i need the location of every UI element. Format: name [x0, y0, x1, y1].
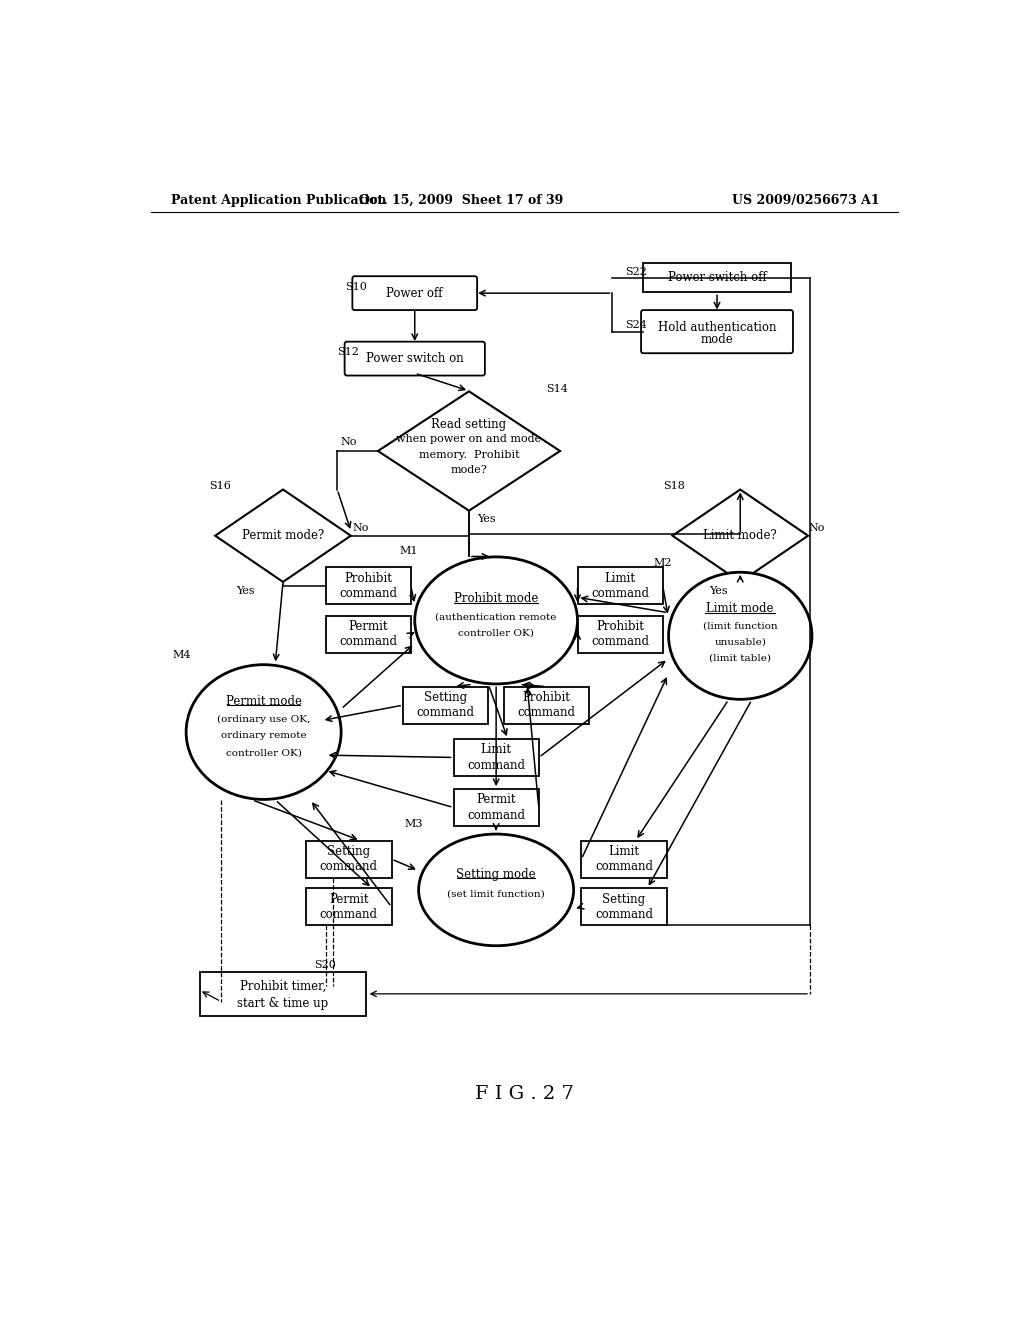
Text: controller OK): controller OK)	[225, 748, 301, 758]
Bar	[643, 263, 791, 293]
Bar	[454, 739, 539, 776]
Text: Power off: Power off	[386, 286, 443, 300]
Ellipse shape	[419, 834, 573, 945]
Text: command: command	[417, 706, 475, 719]
Text: (limit function: (limit function	[702, 622, 777, 630]
Text: command: command	[591, 587, 649, 601]
Text: Prohibit: Prohibit	[596, 620, 644, 634]
Bar	[306, 888, 391, 925]
Text: Limit mode?: Limit mode?	[703, 529, 777, 543]
Text: Power switch on: Power switch on	[366, 352, 464, 366]
Text: memory.  Prohibit: memory. Prohibit	[419, 450, 519, 459]
Text: M1: M1	[399, 546, 418, 556]
Text: Patent Application Publication: Patent Application Publication	[171, 194, 386, 207]
Text: S20: S20	[314, 960, 336, 970]
Text: Yes: Yes	[477, 513, 496, 524]
Text: Read setting: Read setting	[431, 417, 507, 430]
Bar	[454, 789, 539, 826]
Text: command: command	[591, 635, 649, 648]
Text: command: command	[595, 908, 653, 921]
Text: command: command	[517, 706, 575, 719]
Text: Permit: Permit	[476, 793, 516, 807]
Text: unusable): unusable)	[715, 638, 766, 647]
Bar	[578, 615, 663, 653]
Text: No: No	[808, 523, 824, 533]
Text: Limit: Limit	[480, 743, 512, 756]
Text: start & time up: start & time up	[238, 997, 329, 1010]
Bar	[504, 686, 589, 723]
Polygon shape	[378, 391, 560, 511]
Text: (ordinary use OK,: (ordinary use OK,	[217, 714, 310, 723]
Polygon shape	[673, 490, 808, 582]
Text: Power switch off: Power switch off	[668, 271, 766, 284]
Ellipse shape	[415, 557, 578, 684]
Bar	[578, 568, 663, 605]
Text: US 2009/0256673 A1: US 2009/0256673 A1	[732, 194, 880, 207]
Text: S14: S14	[547, 384, 568, 395]
Text: mode: mode	[700, 333, 733, 346]
Text: S24: S24	[626, 321, 647, 330]
Text: Setting mode: Setting mode	[457, 869, 536, 880]
Text: M2: M2	[653, 557, 672, 568]
Text: when power on and mode: when power on and mode	[396, 434, 542, 445]
Text: Permit: Permit	[348, 620, 388, 634]
Ellipse shape	[186, 665, 341, 800]
Text: command: command	[319, 861, 378, 874]
Text: Limit: Limit	[608, 845, 640, 858]
Text: mode?: mode?	[451, 465, 487, 475]
Text: Permit: Permit	[329, 892, 369, 906]
Text: controller OK): controller OK)	[458, 628, 535, 638]
Text: command: command	[467, 759, 525, 772]
Bar	[403, 686, 488, 723]
Bar	[582, 841, 667, 878]
Bar	[306, 841, 391, 878]
Ellipse shape	[669, 573, 812, 700]
Text: Prohibit timer,: Prohibit timer,	[240, 979, 326, 993]
Text: M4: M4	[172, 649, 190, 660]
Text: (limit table): (limit table)	[710, 653, 771, 663]
Text: No: No	[352, 523, 369, 533]
Text: Prohibit mode: Prohibit mode	[454, 593, 539, 606]
Text: command: command	[319, 908, 378, 921]
Bar	[200, 972, 367, 1016]
Text: (set limit function): (set limit function)	[447, 890, 545, 898]
Text: Limit: Limit	[604, 572, 636, 585]
Text: M3: M3	[404, 820, 423, 829]
Text: Limit mode: Limit mode	[707, 602, 774, 615]
Text: Hold authentication: Hold authentication	[657, 321, 776, 334]
Text: Prohibit: Prohibit	[522, 690, 570, 704]
Text: S22: S22	[626, 267, 647, 277]
Text: S12: S12	[337, 347, 359, 358]
Text: command: command	[339, 587, 397, 601]
Text: Yes: Yes	[710, 586, 728, 597]
Text: Yes: Yes	[237, 586, 255, 597]
Text: Permit mode: Permit mode	[225, 694, 302, 708]
Text: command: command	[595, 861, 653, 874]
Text: Oct. 15, 2009  Sheet 17 of 39: Oct. 15, 2009 Sheet 17 of 39	[359, 194, 563, 207]
Text: Setting: Setting	[602, 892, 645, 906]
Text: Permit mode?: Permit mode?	[242, 529, 325, 543]
Text: ordinary remote: ordinary remote	[221, 731, 306, 741]
Text: command: command	[467, 809, 525, 822]
Text: S16: S16	[209, 480, 231, 491]
Text: Setting: Setting	[328, 845, 371, 858]
FancyBboxPatch shape	[345, 342, 485, 376]
FancyBboxPatch shape	[352, 276, 477, 310]
Text: Prohibit: Prohibit	[344, 572, 392, 585]
Bar	[326, 568, 411, 605]
Text: (authentication remote: (authentication remote	[435, 612, 557, 620]
Bar	[582, 888, 667, 925]
Text: No: No	[341, 437, 357, 446]
FancyBboxPatch shape	[641, 310, 793, 354]
Text: Setting: Setting	[424, 690, 467, 704]
Text: command: command	[339, 635, 397, 648]
Text: S10: S10	[345, 282, 367, 292]
Polygon shape	[215, 490, 351, 582]
Bar	[326, 615, 411, 653]
Text: S18: S18	[663, 480, 685, 491]
Text: F I G . 2 7: F I G . 2 7	[475, 1085, 574, 1104]
